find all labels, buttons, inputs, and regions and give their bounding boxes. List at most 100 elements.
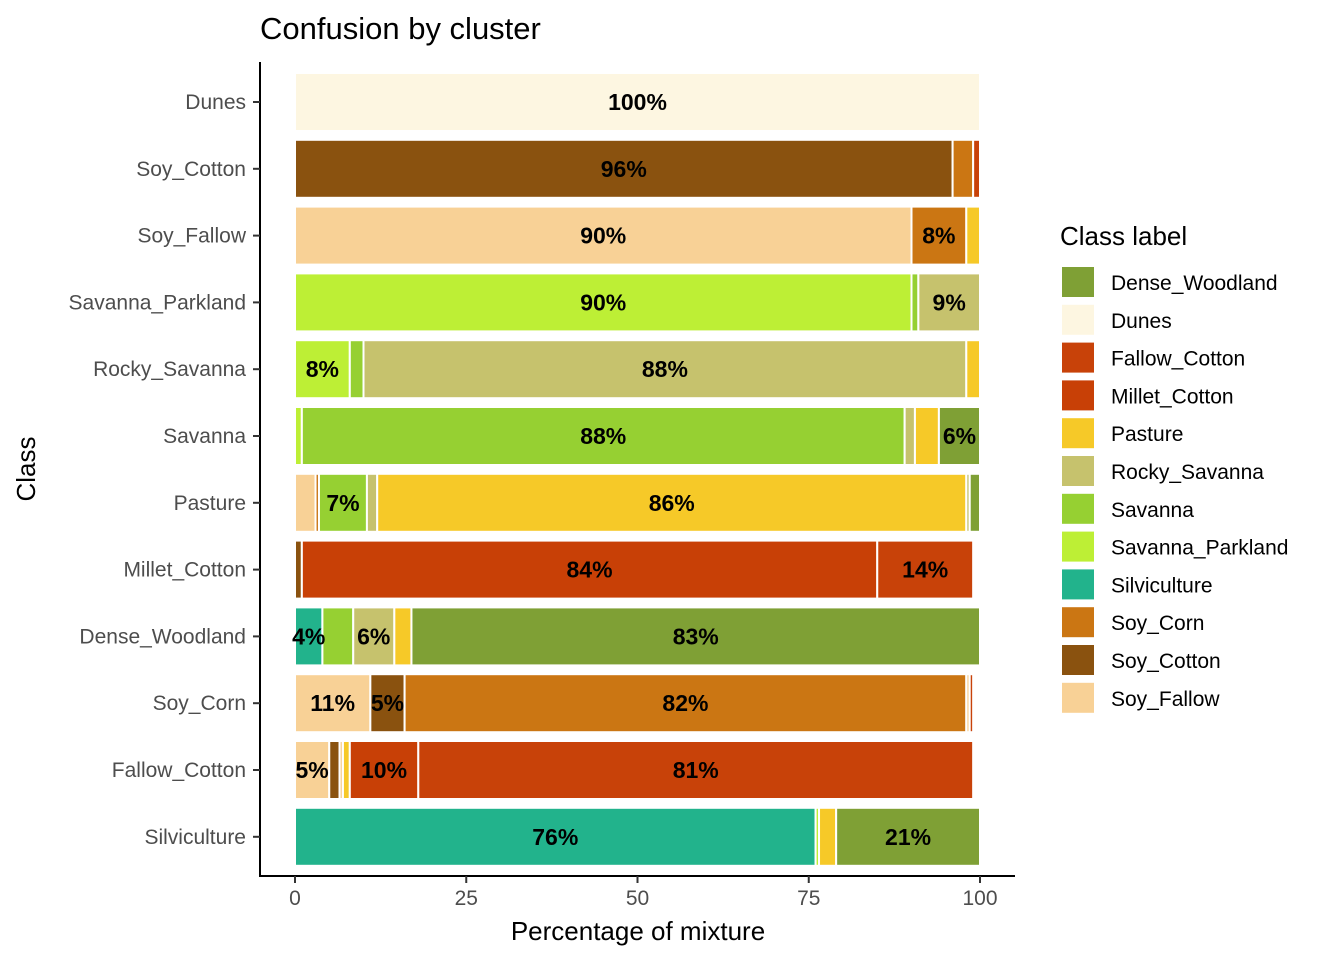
bar-label-Silviculture-Dense_Woodland: 21% (885, 824, 931, 850)
bar-label-Pasture-Savanna: 7% (326, 490, 359, 516)
x-tick-label-0: 0 (289, 887, 301, 910)
legend-label-Rocky_Savanna: Rocky_Savanna (1111, 461, 1264, 484)
legend-label-Savanna_Parkland: Savanna_Parkland (1111, 537, 1288, 560)
y-tick-label-Soy_Fallow: Soy_Fallow (137, 225, 246, 248)
legend-swatch-Soy_Fallow (1062, 682, 1094, 713)
bar-label-Fallow_Cotton-Soy_Fallow: 5% (296, 757, 329, 783)
bars-layer (294, 72, 982, 867)
legend-swatch-Dense_Woodland (1062, 267, 1094, 297)
y-tick-label-Soy_Corn: Soy_Corn (153, 692, 246, 715)
bar-label-Dense_Woodland-Rocky_Savanna: 6% (357, 623, 390, 649)
bar-segment-Millet_Cotton-Millet_Cotton (300, 539, 879, 600)
bar-segment-Soy_Cotton-Soy_Cotton (294, 138, 954, 199)
bar-label-Savanna-Savanna: 88% (580, 423, 626, 449)
legend-swatch-Pasture (1062, 418, 1094, 449)
bar-segment-Savanna-Savanna_Parkland (294, 406, 303, 466)
y-axis-ticks: Dunes Soy_Cotton Soy_Fallow Savanna_Parklan… (69, 91, 260, 849)
legend-swatch-Fallow_Cotton (1062, 342, 1094, 373)
bar-label-Soy_Corn-Soy_Fallow: 11% (310, 690, 355, 716)
bar-segment-Silviculture-Pasture (818, 806, 838, 867)
bar-segment-Soy_Cotton-Fallow_Cotton (972, 138, 982, 199)
x-tick-label-25: 25 (455, 887, 478, 910)
bar-label-Savanna-Dense_Woodland: 6% (943, 423, 976, 449)
y-tick-label-Fallow_Cotton: Fallow_Cotton (112, 759, 246, 782)
bar-labels-layer: 100% 96% 90% 8% 90% 9% 8% 88% 88% 6% 7% 86% 84% 14% 4%… (292, 89, 976, 850)
bar-label-Silviculture-Silviculture: 76% (532, 824, 578, 850)
y-axis-title: Class (11, 436, 41, 501)
bar-label-Soy_Corn-Soy_Cotton: 5% (371, 690, 404, 716)
bar-segment-Silviculture-Dense_Woodland (835, 806, 982, 867)
bar-segment-Soy_Fallow-Soy_Fallow (294, 205, 913, 266)
bar-segment-Soy_Corn-Fallow_Cotton (968, 673, 975, 734)
y-tick-label-Dunes: Dunes (185, 91, 246, 114)
bar-segment-Rocky_Savanna-Rocky_Savanna (362, 339, 968, 400)
legend-label-Soy_Fallow: Soy_Fallow (1111, 688, 1220, 711)
bar-label-Savanna_Parkland-Savanna_Parkland: 90% (580, 289, 626, 315)
bar-segment-Dense_Woodland-Pasture (393, 606, 413, 667)
bar-label-Dense_Woodland-Dense_Woodland: 83% (673, 623, 719, 649)
bar-label-Soy_Cotton-Soy_Cotton: 96% (601, 156, 647, 182)
bar-segment-Savanna_Parkland-Savanna_Parkland (294, 272, 913, 333)
y-tick-label-Savanna: Savanna (163, 425, 246, 448)
bar-label-Soy_Fallow-Soy_Fallow: 90% (580, 223, 626, 249)
y-tick-label-Silviculture: Silviculture (144, 826, 246, 849)
bar-segment-Fallow_Cotton-Soy_Fallow (294, 740, 331, 800)
bar-segment-Pasture-Rocky_Savanna (365, 472, 379, 533)
x-axis-title: Percentage of mixture (511, 916, 765, 946)
bar-segment-Dense_Woodland-Silviculture (294, 606, 324, 667)
bar-segment-Fallow_Cotton-Fallow_Cotton (417, 740, 975, 800)
x-tick-label-75: 75 (797, 887, 820, 910)
bar-segment-Millet_Cotton-Soy_Cotton (294, 539, 303, 600)
y-tick-label-Dense_Woodland: Dense_Woodland (79, 625, 246, 648)
y-tick-label-Savanna_Parkland: Savanna_Parkland (69, 291, 246, 314)
bar-segment-Millet_Cotton-Fallow_Cotton (876, 539, 975, 600)
y-tick-label-Millet_Cotton: Millet_Cotton (123, 559, 246, 582)
bar-label-Dense_Woodland-Silviculture: 4% (292, 623, 325, 649)
bar-label-Soy_Corn-Soy_Corn: 82% (662, 690, 708, 716)
bar-segment-Fallow_Cotton-Pasture (341, 740, 351, 800)
y-tick-label-Soy_Cotton: Soy_Cotton (136, 158, 246, 181)
legend: Class label Dense_Woodland Dunes Fallow_Co… (1060, 221, 1288, 713)
bar-label-Millet_Cotton-Fallow_Cotton: 14% (902, 557, 948, 583)
x-axis-ticks: 0 25 50 75 100 (289, 876, 998, 910)
bar-segment-Savanna-Dense_Woodland (937, 406, 982, 466)
bar-segment-Savanna-Rocky_Savanna (903, 406, 916, 466)
bar-label-Soy_Fallow-Soy_Corn: 8% (922, 223, 955, 249)
bar-label-Savanna_Parkland-Rocky_Savanna: 9% (933, 289, 966, 315)
legend-swatch-Soy_Cotton (1062, 645, 1094, 675)
legend-swatch-Soy_Corn (1062, 607, 1094, 638)
legend-label-Dunes: Dunes (1111, 310, 1172, 333)
bar-segment-Savanna_Parkland-Savanna (910, 272, 920, 333)
bar-segment-Pasture-Soy_Fallow (294, 472, 317, 533)
bar-label-Fallow_Cotton-Millet_Cotton: 10% (361, 757, 407, 783)
bar-segment-Dense_Woodland-Savanna (321, 606, 355, 667)
bar-segment-Rocky_Savanna-Savanna (348, 339, 365, 400)
bar-label-Fallow_Cotton-Fallow_Cotton: 81% (673, 757, 719, 783)
legend-label-Fallow_Cotton: Fallow_Cotton (1111, 348, 1245, 371)
bar-segment-Savanna-Pasture (913, 406, 940, 466)
legend-label-Pasture: Pasture (1111, 423, 1183, 446)
bar-label-Rocky_Savanna-Rocky_Savanna: 88% (642, 356, 688, 382)
chart-title: Confusion by cluster (260, 11, 541, 46)
legend-swatch-Savanna_Parkland (1062, 531, 1094, 562)
bar-label-Millet_Cotton-Millet_Cotton: 84% (567, 557, 613, 583)
bar-segment-Pasture-Dense_Woodland (968, 472, 981, 533)
bar-label-Dunes-Dunes: 100% (608, 89, 667, 115)
x-tick-label-50: 50 (626, 887, 649, 910)
legend-label-Millet_Cotton: Millet_Cotton (1111, 385, 1234, 408)
bar-segment-Soy_Corn-Soy_Cotton (369, 673, 406, 734)
legend-label-Silviculture: Silviculture (1111, 574, 1213, 597)
bar-segment-Savanna-Savanna (300, 406, 906, 466)
bar-segment-Soy_Corn-Soy_Fallow (294, 673, 372, 734)
legend-label-Soy_Cotton: Soy_Cotton (1111, 650, 1221, 673)
bar-segment-Soy_Corn-Soy_Corn (403, 673, 968, 734)
legend-label-Soy_Corn: Soy_Corn (1111, 612, 1204, 635)
legend-label-Dense_Woodland: Dense_Woodland (1111, 272, 1278, 295)
legend-swatch-Silviculture (1062, 569, 1094, 600)
legend-items: Dense_Woodland Dunes Fallow_Cotton Millet_C… (1062, 267, 1288, 713)
legend-swatch-Savanna (1062, 493, 1094, 524)
bar-label-Pasture-Pasture: 86% (649, 490, 695, 516)
bar-segment-Dunes-Dunes (294, 72, 981, 132)
bar-segment-Fallow_Cotton-Millet_Cotton (348, 740, 420, 800)
